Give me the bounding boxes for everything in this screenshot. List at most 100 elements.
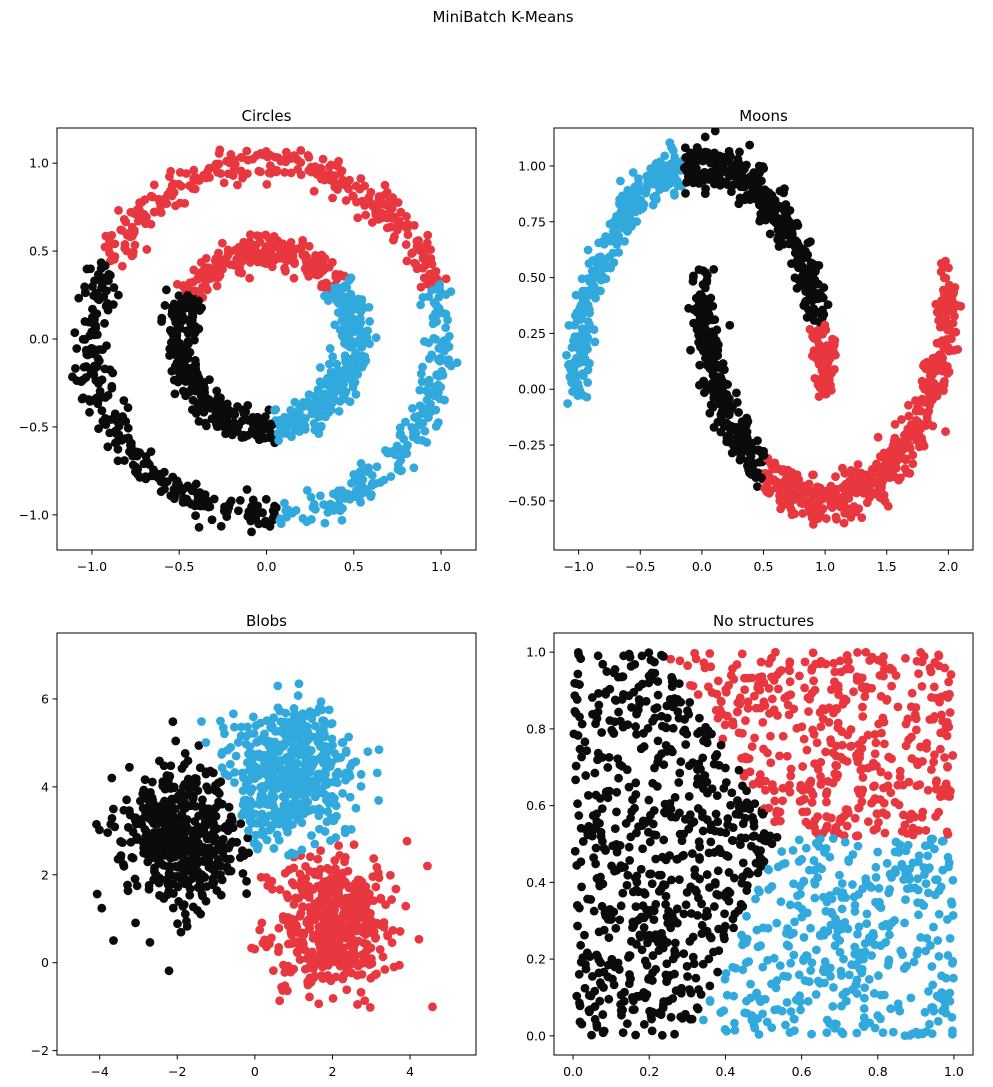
data-point (352, 926, 362, 936)
data-point (217, 750, 227, 759)
data-point (177, 350, 187, 359)
data-point (363, 747, 373, 757)
data-point (409, 220, 419, 230)
data-point (732, 397, 742, 407)
y-tick-label: 1.00 (518, 158, 546, 173)
data-point (72, 376, 82, 385)
data-point (284, 720, 294, 730)
data-point (350, 474, 360, 483)
data-point (752, 445, 762, 455)
data-point (857, 513, 867, 523)
data-point (746, 172, 756, 182)
data-point (946, 288, 956, 297)
x-tick-label: 4 (406, 1064, 414, 1079)
data-point (328, 993, 338, 1003)
scatter-points (92, 679, 437, 1012)
data-point (228, 823, 238, 833)
data-point (113, 456, 123, 466)
data-point (189, 833, 199, 843)
data-point (769, 953, 779, 963)
data-point (183, 847, 192, 857)
data-point (280, 868, 290, 878)
data-point (874, 883, 884, 893)
data-point (72, 344, 82, 353)
data-point (881, 458, 890, 468)
data-point (422, 395, 432, 405)
data-point (181, 791, 191, 801)
data-point (326, 719, 336, 729)
data-point (260, 737, 270, 747)
data-point (297, 818, 307, 828)
data-point (270, 737, 280, 747)
data-point (576, 337, 586, 347)
data-point (131, 918, 140, 928)
data-point (869, 989, 879, 998)
data-point (624, 782, 634, 792)
data-point (911, 725, 921, 735)
data-point (925, 1019, 934, 1029)
data-point (773, 235, 783, 244)
data-point (280, 263, 289, 273)
data-point (347, 358, 357, 367)
data-point (728, 180, 738, 190)
data-point (342, 951, 352, 961)
data-point (636, 864, 646, 874)
data-point (296, 170, 306, 180)
data-point (248, 154, 258, 164)
data-point (228, 709, 238, 719)
data-point (333, 283, 343, 292)
data-point (356, 987, 366, 997)
scatter-points (68, 145, 462, 537)
data-point (356, 769, 366, 779)
data-point (913, 397, 923, 407)
data-point (901, 895, 910, 904)
data-point (359, 924, 369, 934)
data-point (305, 707, 315, 716)
data-point (177, 486, 187, 496)
y-tick-label: 0.75 (518, 214, 546, 229)
data-point (237, 846, 247, 856)
data-point (784, 710, 794, 720)
data-point (220, 401, 230, 411)
data-point (260, 768, 270, 778)
data-point (246, 787, 255, 797)
data-point (883, 501, 893, 511)
data-point (184, 775, 193, 785)
data-point (688, 276, 698, 286)
data-point (184, 498, 194, 508)
data-point (752, 470, 761, 480)
data-point (290, 412, 300, 422)
x-tick-label: 0.5 (344, 559, 364, 574)
data-point (163, 190, 173, 199)
data-point (196, 501, 205, 511)
data-point (286, 168, 296, 178)
data-point (686, 345, 695, 355)
data-point (950, 311, 959, 321)
data-point (937, 305, 947, 315)
data-point (289, 704, 299, 713)
data-point (275, 515, 285, 525)
data-point (108, 300, 118, 309)
data-point (189, 265, 199, 275)
data-point (725, 320, 735, 330)
data-point (180, 760, 189, 769)
data-point (390, 446, 400, 455)
data-point (728, 962, 738, 972)
data-point (884, 930, 894, 940)
data-point (281, 732, 291, 742)
data-point (221, 854, 231, 863)
data-point (745, 140, 755, 150)
data-point (322, 753, 331, 763)
data-point (216, 521, 226, 531)
data-point (415, 385, 425, 395)
data-point (199, 265, 209, 275)
data-point (727, 187, 736, 197)
data-point (126, 837, 136, 847)
data-point (248, 495, 258, 505)
data-point (418, 293, 428, 302)
data-point (278, 770, 288, 780)
data-point (144, 813, 154, 823)
data-point (107, 813, 117, 823)
data-point (243, 833, 253, 843)
data-point (297, 845, 307, 855)
